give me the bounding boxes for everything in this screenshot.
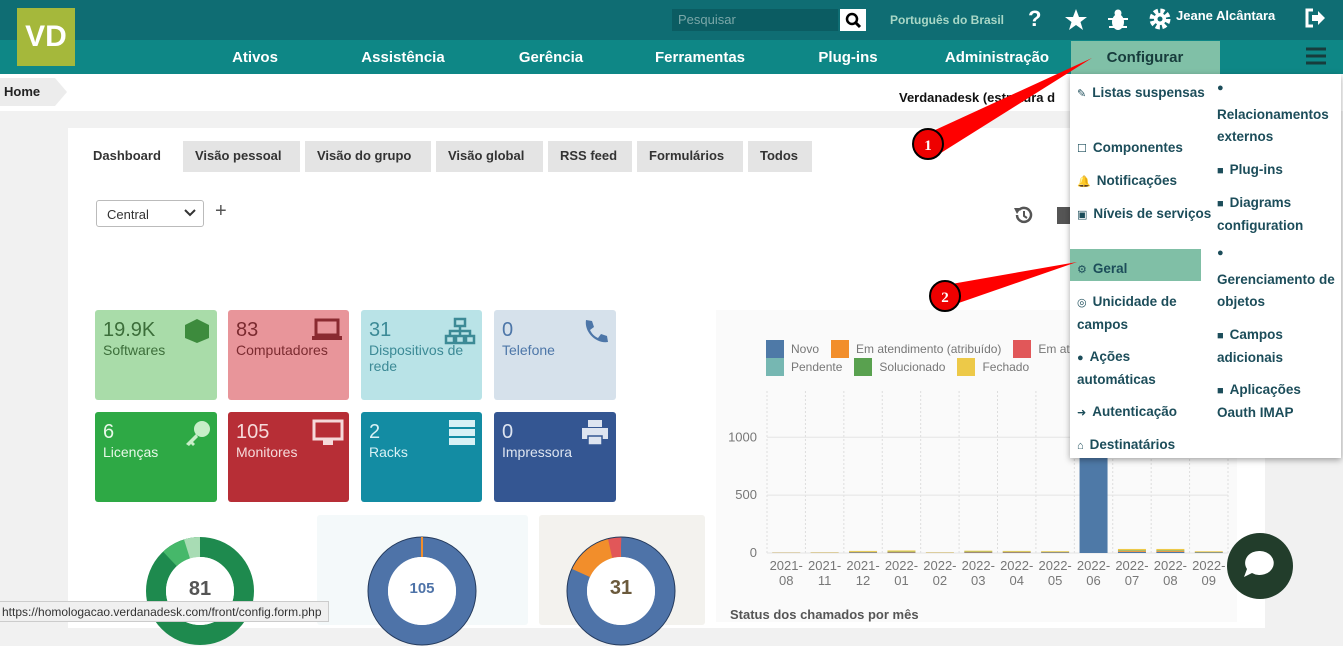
annotation-layer: 1 2 — [0, 0, 1343, 622]
badge-label: 2 — [941, 290, 949, 306]
logo[interactable]: VD — [17, 8, 75, 66]
status-bar: https://homologacao.verdanadesk.com/fron… — [0, 601, 329, 622]
badge-label: 1 — [924, 138, 932, 154]
arrow — [922, 58, 1092, 156]
screen: VD Pesquisar Português do Brasil ? Jeane… — [0, 0, 1343, 622]
page: Verdanadesk {"header":{"logo":"VD","sear… — [0, 0, 1343, 622]
